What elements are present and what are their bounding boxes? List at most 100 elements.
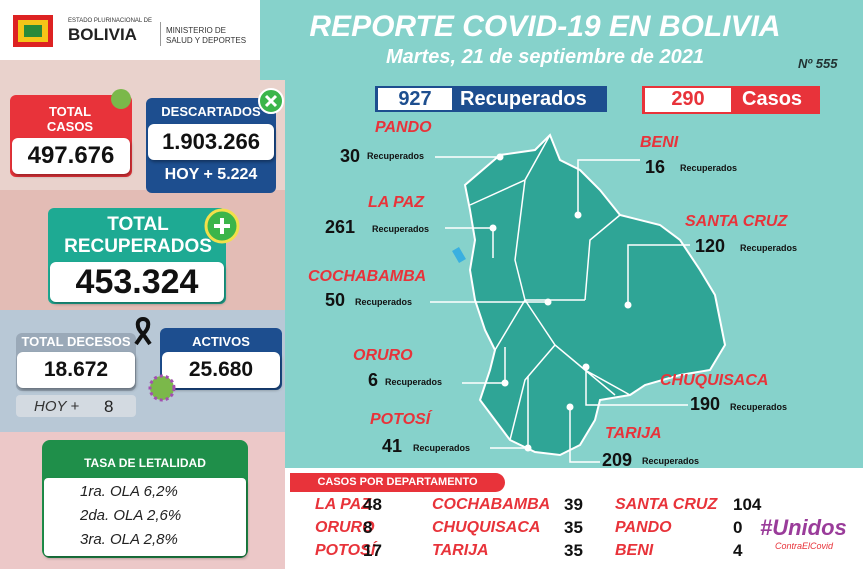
department-name: TARIJA: [432, 542, 489, 559]
label: TOTAL CASOS: [46, 104, 94, 134]
department-name: CHUQUISACA: [660, 372, 769, 389]
recovered-label: Recuperados: [385, 377, 443, 387]
department-cases: 17: [363, 541, 382, 560]
logo-country: BOLIVIA: [68, 25, 137, 44]
department-name: ORURO: [353, 347, 413, 364]
logo-box: ESTADO PLURINACIONAL DE BOLIVIA MINISTER…: [0, 0, 258, 60]
recovered-label: Recuperados: [680, 163, 738, 173]
value: 497.676: [12, 138, 130, 174]
plus-icon: [204, 208, 240, 244]
row: 2da. OLA 2,6%: [80, 507, 182, 524]
leader-line: [569, 407, 600, 463]
department-dot: [524, 444, 532, 452]
label: DESCARTADOS: [161, 104, 261, 119]
date: Martes, 21 de septiembre de 2021: [386, 46, 704, 68]
department-recovered: 41: [382, 436, 403, 456]
value: 1.903.266: [148, 124, 274, 160]
department-cases: 35: [564, 541, 583, 560]
recovered-label: Recuperados: [355, 297, 413, 307]
label: TOTAL RECUPERADOS: [64, 214, 212, 257]
department-cases: 39: [564, 495, 583, 514]
department-recovered: 209: [602, 450, 633, 470]
tagline: ContraElCovid: [775, 541, 834, 551]
recovered-label: Recuperados: [372, 224, 430, 234]
leader-line: [627, 244, 690, 305]
label: ACTIVOS: [192, 334, 250, 349]
recovered-label: Recuperados: [367, 151, 425, 161]
department-name: ORURO: [315, 519, 375, 536]
logo-icon: [13, 15, 53, 47]
today-box: [16, 395, 136, 417]
department-name: BENI: [615, 542, 654, 559]
check-icon: [258, 88, 284, 114]
department-recovered: 120: [695, 236, 726, 256]
today-label: HOY +: [34, 398, 80, 415]
department-cases: 104: [733, 495, 762, 514]
department-name: POTOSÍ: [315, 542, 376, 559]
department-name: SANTA CRUZ: [615, 496, 718, 513]
recovered-label: Recuperados: [642, 456, 700, 466]
department-name: TARIJA: [605, 425, 662, 442]
department-name: LA PAZ: [315, 496, 371, 513]
department-dot: [489, 224, 497, 232]
department-name: COCHABAMBA: [308, 268, 427, 285]
department-recovered: 261: [325, 217, 356, 237]
virus-icon: [111, 89, 131, 109]
department-name: SANTA CRUZ: [685, 213, 788, 230]
logo-line: ESTADO PLURINACIONAL DE: [68, 18, 153, 24]
department-dot: [624, 301, 632, 309]
department-dot: [544, 298, 552, 306]
department-name: COCHABAMBA: [432, 496, 551, 513]
department-cases: 35: [564, 518, 583, 537]
department-cases: 4: [733, 541, 743, 560]
value: 453.324: [50, 262, 224, 302]
department-name: CHUQUISACA: [432, 519, 541, 536]
report-number: Nº 555: [798, 56, 838, 71]
row: 1ra. OLA 6,2%: [80, 483, 178, 500]
department-recovered: 190: [690, 394, 721, 414]
department-cases: 48: [363, 495, 382, 514]
department-dot: [582, 363, 590, 371]
map: [430, 133, 727, 463]
row: 3ra. OLA 2,8%: [80, 531, 178, 548]
department-borders: [469, 134, 631, 441]
department-recovered: 50: [325, 290, 346, 310]
letalidad-rows: 1ra. OLA 6,2% 2da. OLA 2,6% 3ra. OLA 2,8…: [44, 478, 246, 556]
recovered-label: Recuperados: [740, 243, 798, 253]
title: REPORTE COVID-19 EN BOLIVIA: [309, 10, 781, 43]
department-dot: [496, 153, 504, 161]
department-name: PANDO: [615, 519, 672, 536]
label: Casos: [742, 88, 803, 110]
banner-step: [260, 0, 290, 80]
recovered-label: Recuperados: [413, 443, 471, 453]
department-name: PANDO: [375, 119, 432, 136]
department-recovered: 30: [340, 146, 361, 166]
department-dot: [501, 379, 509, 387]
department-name: LA PAZ: [368, 194, 424, 211]
today-value: 8: [104, 397, 114, 416]
department-name: BENI: [640, 134, 679, 151]
leader-line: [585, 367, 688, 406]
value: 290: [645, 88, 731, 112]
virus-icon: [148, 374, 176, 402]
recovered-label: Recuperados: [730, 402, 788, 412]
department-name: POTOSÍ: [370, 411, 431, 428]
department-dot: [574, 211, 582, 219]
leader-line: [435, 156, 501, 160]
department-recovered: 6: [368, 370, 379, 390]
ministry: SALUD Y DEPORTES: [166, 36, 247, 45]
value: 927: [378, 88, 452, 110]
ministry: MINISTERIO DE: [166, 26, 227, 35]
ribbon-icon: [134, 317, 152, 346]
bolivia-shape: [463, 133, 727, 457]
department-cases: 8: [363, 518, 373, 537]
department-cases: 0: [733, 518, 743, 537]
label: TASA DE LETALIDAD: [84, 456, 206, 470]
lake: [452, 246, 466, 264]
today: HOY + 5.224: [164, 166, 258, 183]
hashtag: #Unidos: [760, 515, 847, 540]
value: 25.680: [162, 352, 280, 388]
table-title: CASOS POR DEPARTAMENTO: [290, 473, 505, 492]
department-dot: [566, 403, 574, 411]
